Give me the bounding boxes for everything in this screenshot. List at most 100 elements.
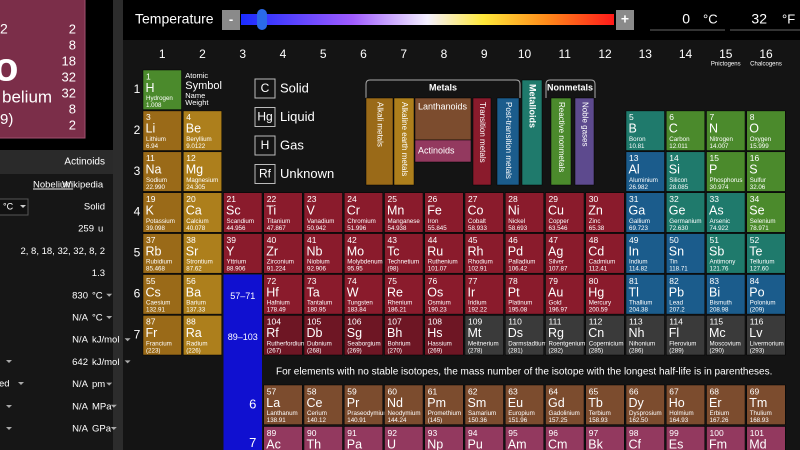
dropdown-arrow[interactable]	[106, 316, 113, 319]
dropdown-arrow[interactable]	[18, 382, 24, 385]
dropdown-arrow[interactable]	[110, 427, 117, 430]
plus-button[interactable]	[616, 10, 634, 30]
dropdown-arrow[interactable]	[106, 382, 113, 386]
dropdown-arrow[interactable]	[110, 404, 117, 408]
dropdown-arrow[interactable]	[6, 360, 12, 363]
category-box[interactable]	[472, 97, 492, 186]
dropdown-arrow[interactable]	[6, 427, 12, 430]
category-box[interactable]	[414, 139, 472, 163]
minus-button[interactable]	[222, 10, 240, 30]
category-box[interactable]	[414, 97, 472, 141]
temperature-slider[interactable]	[241, 14, 614, 25]
slider-thumb[interactable]	[257, 9, 267, 30]
category-box[interactable]	[496, 97, 520, 186]
dropdown-arrow[interactable]	[6, 405, 12, 408]
dropdown-arrow[interactable]	[124, 360, 131, 364]
category-box[interactable]	[365, 97, 394, 186]
element-cell[interactable]: 92U	[384, 426, 424, 450]
category-box[interactable]	[393, 97, 415, 186]
category-box[interactable]	[574, 97, 595, 186]
unit-select[interactable]	[0, 198, 29, 216]
